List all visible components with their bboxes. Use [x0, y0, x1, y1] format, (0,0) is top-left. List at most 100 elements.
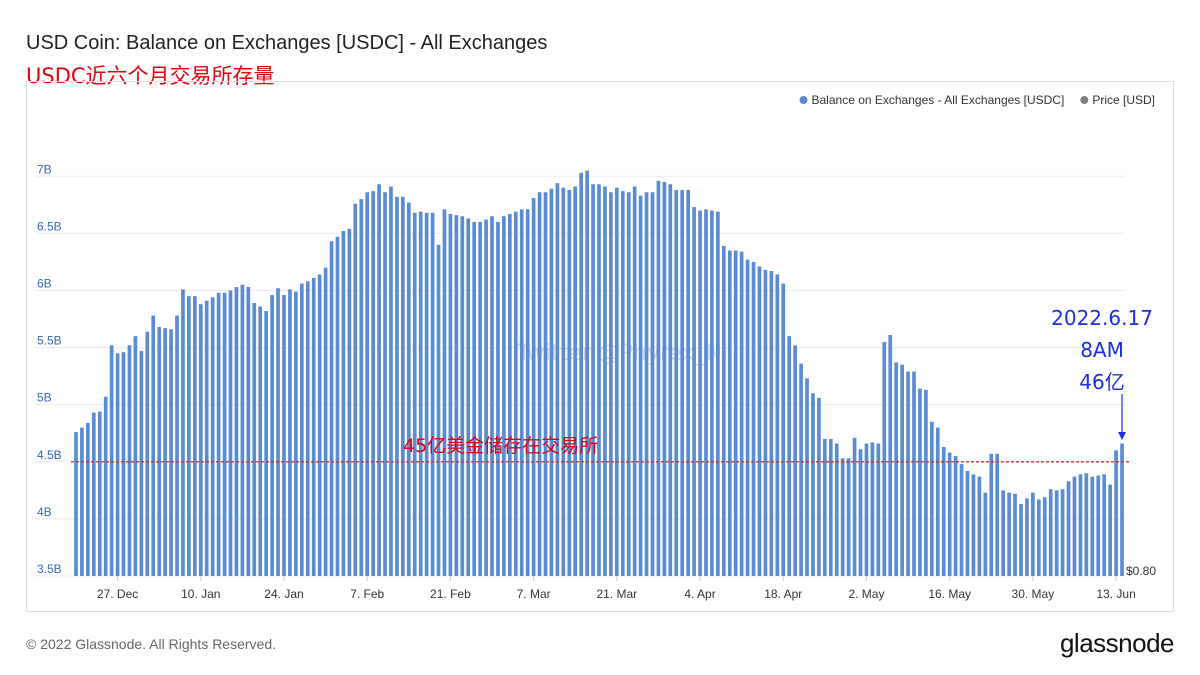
brand-logo: glassnode: [1059, 628, 1175, 658]
bar: [983, 492, 988, 576]
bar: [989, 453, 994, 576]
bar: [704, 209, 708, 576]
bar: [97, 411, 102, 576]
legend-marker: [799, 96, 808, 104]
bar: [929, 421, 934, 576]
bar: [876, 443, 881, 576]
bar: [1108, 484, 1112, 576]
bar: [882, 341, 887, 576]
bar: [466, 218, 471, 576]
bar: [335, 236, 340, 577]
legend-item-label: Balance on Exchanges - All Exchanges [US…: [812, 93, 1065, 107]
bar: [412, 212, 417, 576]
bar: [864, 443, 869, 576]
bar: [198, 304, 203, 576]
bar: [246, 287, 251, 576]
bar: [1025, 498, 1029, 576]
bar: [353, 203, 358, 577]
bar: [1078, 474, 1083, 576]
reference-line: 45亿美金储存在交易所: [71, 435, 1129, 463]
bar: [1019, 504, 1023, 576]
bar: [662, 181, 667, 576]
x-tick-label: 4. Apr: [684, 587, 715, 601]
y-tick-label: 6B: [37, 276, 52, 290]
bar: [965, 470, 970, 576]
bar: [234, 287, 239, 576]
bar: [1120, 443, 1124, 576]
bar: [389, 186, 393, 576]
bar: [567, 189, 572, 576]
bar-series: [74, 170, 1124, 577]
bar: [727, 250, 732, 576]
bar: [258, 306, 263, 576]
x-tick-label: 21. Mar: [596, 587, 637, 601]
bar: [1096, 475, 1101, 576]
annotation-arrowhead: [1118, 432, 1127, 440]
y-tick-label: 6.5B: [37, 219, 62, 233]
bar: [805, 378, 809, 576]
bar: [169, 329, 173, 576]
bar: [1031, 492, 1035, 576]
bar: [1090, 476, 1095, 576]
bar: [347, 228, 352, 577]
bar: [787, 336, 792, 576]
bar: [121, 352, 126, 576]
bar: [371, 191, 375, 577]
bar: [1001, 490, 1005, 576]
legend: Price [USD] Balance on Exchanges - All Ex…: [799, 93, 1155, 107]
bar: [579, 172, 584, 576]
bar: [692, 207, 696, 576]
bar: [846, 458, 851, 576]
annotation-text: 2022.6.17: [1051, 306, 1153, 330]
bar: [127, 345, 132, 576]
bar: [86, 422, 90, 576]
bar: [858, 449, 863, 576]
bar: [531, 197, 536, 576]
bar: [418, 211, 423, 577]
bar: [448, 213, 453, 576]
bar: [680, 189, 685, 576]
bar: [1114, 450, 1118, 576]
bar: [513, 211, 518, 577]
bar: [317, 274, 322, 576]
bar: [484, 219, 488, 576]
x-tick-label: 18. Apr: [764, 587, 802, 601]
bar: [305, 281, 310, 576]
bar: [840, 458, 845, 576]
bar: [591, 184, 595, 576]
bar: [1066, 481, 1071, 576]
bar: [912, 371, 916, 576]
bar: [620, 191, 625, 577]
bar: [924, 389, 928, 576]
bar: [811, 393, 815, 576]
bar: [103, 396, 108, 576]
y-tick-label: 5.5B: [37, 334, 62, 348]
bar: [240, 284, 245, 576]
bar: [228, 290, 233, 576]
bar: [626, 192, 631, 576]
bar: [555, 183, 560, 576]
bar: [139, 351, 144, 576]
x-tick-label: 30. May: [1012, 587, 1055, 601]
bar: [763, 269, 768, 576]
bar: [757, 266, 762, 576]
x-tick-label: 13. Jun: [1096, 587, 1135, 601]
bar: [739, 251, 744, 576]
bar: [995, 453, 1000, 576]
bar: [549, 188, 554, 576]
bar: [216, 292, 221, 576]
chart-title: USD Coin: Balance on Exchanges [USDC] - …: [26, 32, 548, 54]
legend-marker: [1080, 96, 1089, 104]
bar: [1072, 476, 1077, 576]
bar: [769, 271, 774, 576]
bar: [977, 476, 982, 576]
bar: [1007, 492, 1011, 576]
bar: [959, 464, 964, 576]
bar: [151, 315, 156, 576]
bar: [204, 300, 209, 576]
bar: [472, 221, 477, 576]
bar: [668, 184, 673, 576]
bar: [1054, 490, 1059, 576]
bar: [276, 288, 280, 576]
annotation-text: 8AM: [1080, 338, 1124, 362]
